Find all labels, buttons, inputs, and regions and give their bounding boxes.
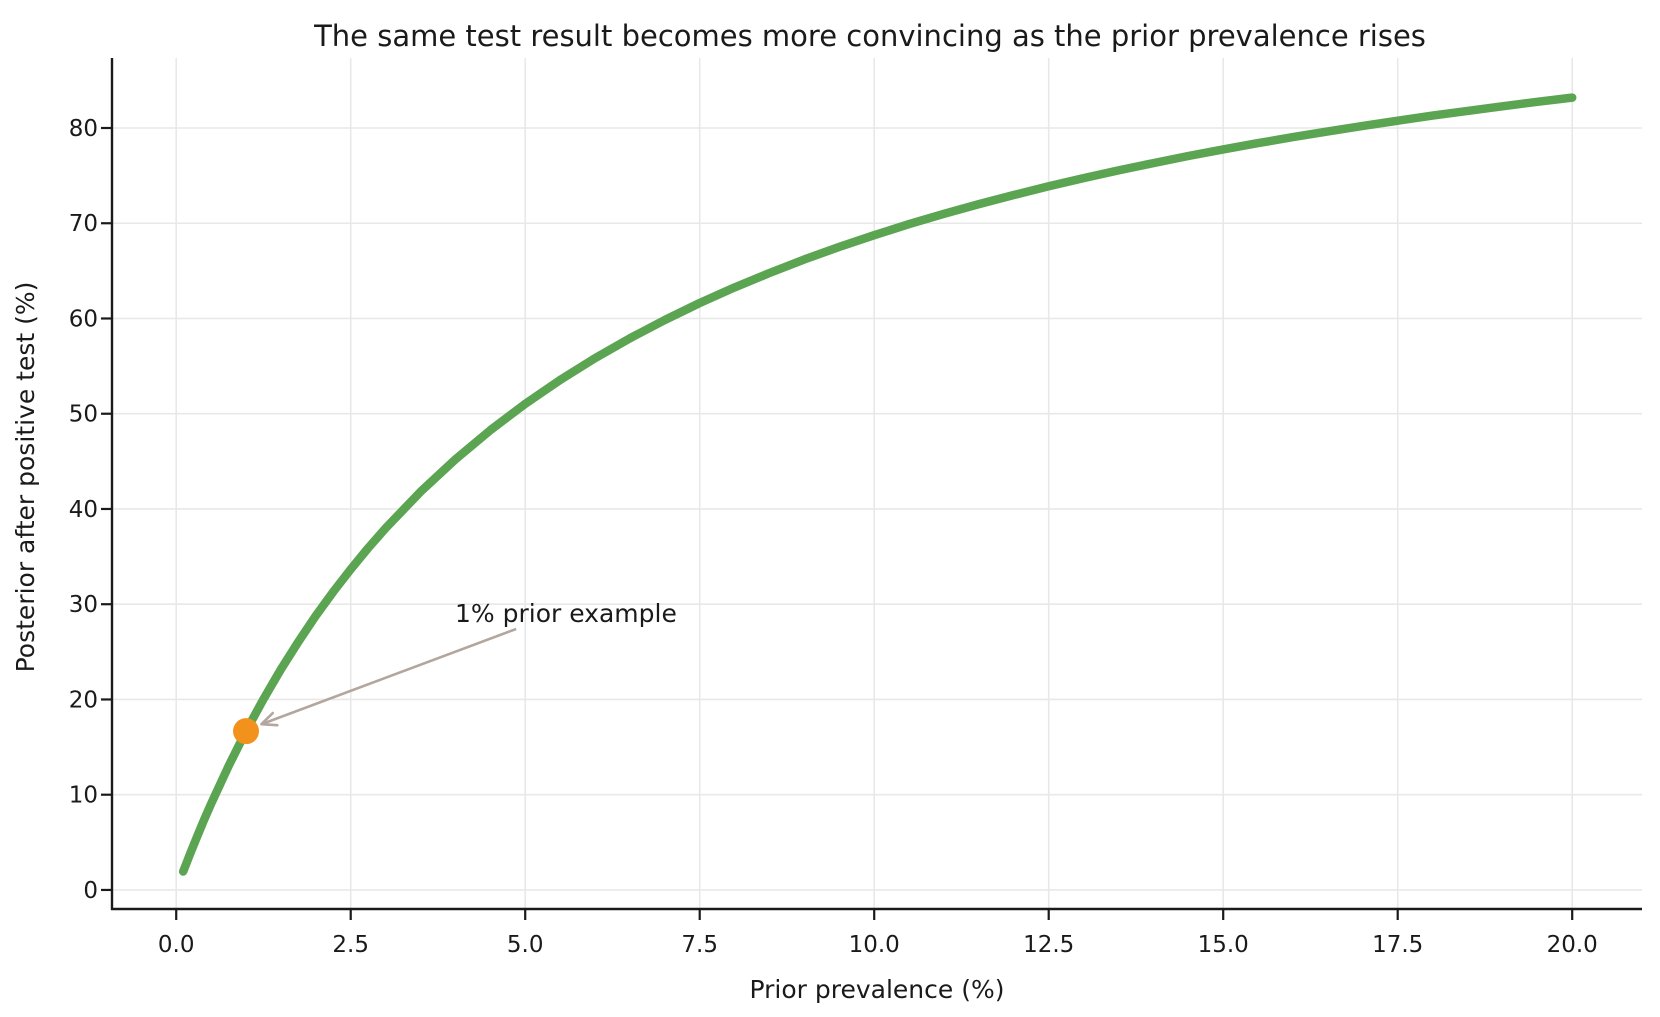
annotation-text: 1% prior example <box>455 599 677 628</box>
posterior-curve <box>178 93 1577 876</box>
x-tick-label: 2.5 <box>332 932 369 958</box>
annotation-layer <box>260 627 517 727</box>
y-tick-label: 0 <box>83 878 98 904</box>
x-tick-label: 7.5 <box>681 932 718 958</box>
x-tick-label: 17.5 <box>1372 932 1423 958</box>
x-tick-label: 5.0 <box>507 932 544 958</box>
axis-spines <box>110 58 1642 911</box>
data-series <box>178 93 1577 876</box>
y-tick-label: 60 <box>69 306 98 332</box>
y-tick-label: 50 <box>69 402 98 428</box>
y-tick-label: 30 <box>69 592 98 618</box>
y-axis-label: Posterior after positive test (%) <box>11 282 40 673</box>
x-tick-label: 10.0 <box>849 932 900 958</box>
y-tick-label: 20 <box>69 687 98 713</box>
gridlines <box>112 58 1642 909</box>
x-tick-label: 12.5 <box>1023 932 1074 958</box>
x-axis-label: Prior prevalence (%) <box>750 975 1005 1004</box>
y-tick-label: 70 <box>69 211 98 237</box>
y-tick-label: 40 <box>69 497 98 523</box>
example-point-marker <box>233 718 260 745</box>
annotation-arrow-shaft <box>260 627 517 726</box>
x-tick-label: 20.0 <box>1547 932 1598 958</box>
chart-title: The same test result becomes more convin… <box>313 19 1426 53</box>
y-tick-label: 10 <box>69 783 98 809</box>
x-tick-label: 0.0 <box>158 932 195 958</box>
y-tick-label: 80 <box>69 116 98 142</box>
x-tick-label: 15.0 <box>1198 932 1249 958</box>
annotation-arrow-head <box>260 711 279 727</box>
tick-marks <box>101 126 1574 920</box>
tick-labels: 0.0 2.5 5.0 7.5 10.0 12.5 15.0 17.5 20.0 0 10 20 30 4… <box>69 116 1598 958</box>
